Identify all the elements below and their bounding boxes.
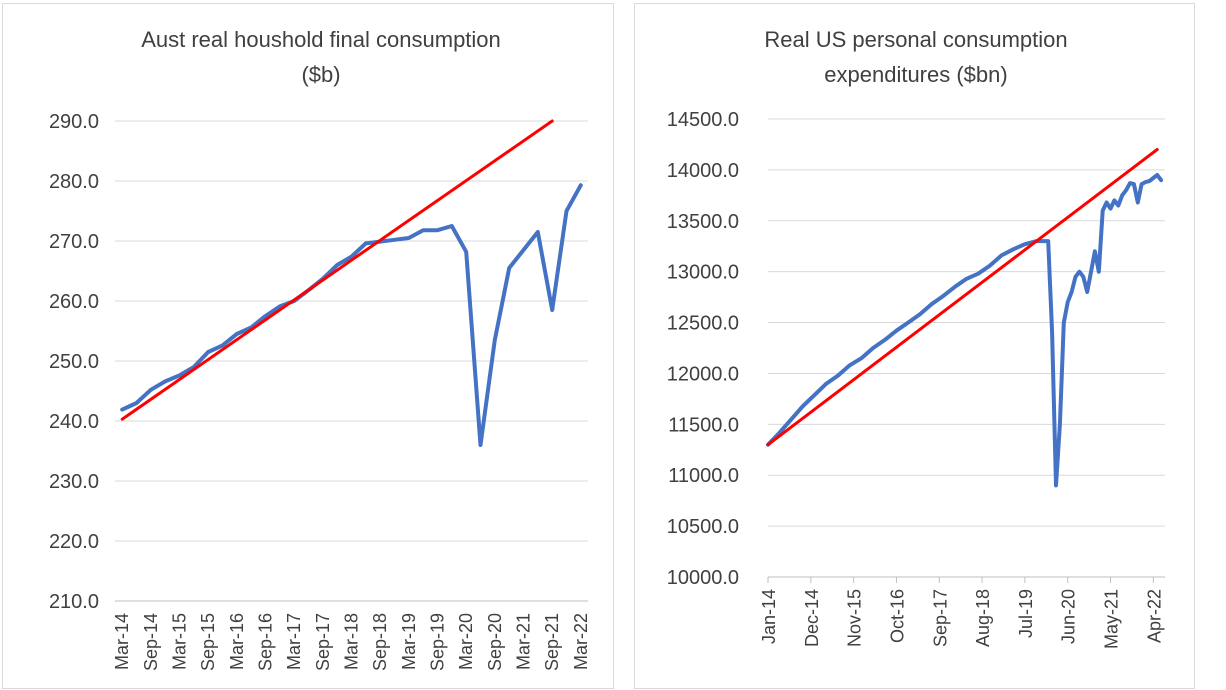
y-tick-label: 250.0 [49, 351, 99, 373]
x-tick-label: Dec-14 [802, 589, 822, 647]
x-tick-label: Jun-20 [1059, 589, 1079, 644]
x-tick-label: Mar-18 [342, 613, 362, 670]
chart-title-line2: expenditures ($bn) [824, 62, 1007, 87]
x-tick-label: Sep-16 [256, 613, 276, 671]
consumption-series-line [120, 183, 583, 447]
trend-line [120, 119, 554, 421]
y-tick-label: 290.0 [49, 111, 99, 133]
y-tick-label: 13500.0 [667, 211, 739, 233]
y-tick-label: 280.0 [49, 171, 99, 193]
x-tick-label: Sep-21 [542, 613, 562, 671]
x-tick-label: Mar-17 [284, 613, 304, 670]
x-tick-label: Sep-18 [370, 613, 390, 671]
aus-consumption-chart-panel: Aust real houshold final consumption ($b… [2, 3, 614, 689]
x-tick-label: Sep-19 [428, 613, 448, 671]
x-tick-label: Mar-19 [399, 613, 419, 670]
x-tick-label: Mar-15 [170, 613, 190, 670]
x-tick-label: Sep-15 [198, 613, 218, 671]
x-tick-label: May-21 [1102, 589, 1122, 649]
aus-consumption-chart: Aust real houshold final consumption ($b… [49, 27, 591, 671]
y-tick-label: 12500.0 [667, 313, 739, 335]
y-tick-label: 14500.0 [667, 109, 739, 131]
x-tick-label: Mar-20 [456, 613, 476, 670]
y-tick-label: 230.0 [49, 471, 99, 493]
us-pce-chart: Real US personal consumption expenditure… [667, 27, 1165, 649]
y-tick-label: 14000.0 [667, 160, 739, 182]
x-tick-label: Mar-21 [514, 613, 534, 670]
x-tick-label: Mar-22 [571, 613, 591, 670]
y-tick-label: 270.0 [49, 231, 99, 253]
x-tick-label: Nov-15 [845, 589, 865, 647]
x-tick-label: Sep-14 [141, 613, 161, 671]
y-tick-label: 13000.0 [667, 262, 739, 284]
y-tick-label: 10000.0 [667, 567, 739, 589]
pce-series-line [766, 173, 1164, 488]
chart-title-line1: Aust real houshold final consumption [141, 27, 501, 52]
x-tick-label: Jul-19 [1016, 589, 1036, 638]
y-tick-label: 260.0 [49, 291, 99, 313]
y-tick-label: 12000.0 [667, 363, 739, 385]
y-tick-label: 10500.0 [667, 516, 739, 538]
x-tick-label: Sep-17 [313, 613, 333, 671]
x-tick-label: Mar-14 [112, 613, 132, 670]
x-tick-label: Apr-22 [1144, 589, 1164, 643]
x-tick-label: Aug-18 [973, 589, 993, 647]
us-pce-chart-panel: Real US personal consumption expenditure… [634, 3, 1195, 689]
y-tick-label: 11000.0 [668, 465, 739, 487]
x-tick-label: Mar-16 [227, 613, 247, 670]
y-tick-label: 220.0 [49, 531, 99, 553]
y-tick-label: 240.0 [49, 411, 99, 433]
chart-title-line2: ($b) [301, 62, 340, 87]
x-tick-label: Jan-14 [759, 589, 779, 644]
chart-title-line1: Real US personal consumption [764, 27, 1067, 52]
y-tick-label: 11500.0 [668, 414, 739, 436]
x-tick-label: Oct-16 [887, 589, 907, 643]
x-tick-label: Sep-20 [485, 613, 505, 671]
y-tick-label: 210.0 [49, 591, 99, 613]
trend-line [766, 148, 1159, 447]
x-tick-label: Sep-17 [930, 589, 950, 647]
